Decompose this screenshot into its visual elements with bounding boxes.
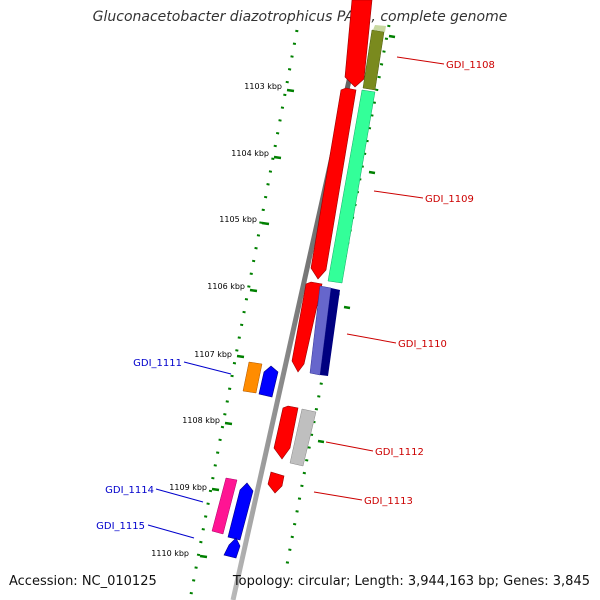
ruler-line-outer bbox=[284, 24, 391, 571]
tick-mark bbox=[224, 421, 233, 426]
tick-mark bbox=[368, 170, 376, 175]
leader-line-gdi-1112 bbox=[325, 441, 374, 452]
gene-label-gdi-1109[interactable]: GDI_1109 bbox=[425, 194, 474, 205]
topology-text: Topology: circular; Length: 3,944,163 bp… bbox=[232, 574, 590, 589]
reverse-genes bbox=[211, 361, 279, 559]
gene-label-gdi-1108[interactable]: GDI_1108 bbox=[446, 60, 495, 71]
tick-mark bbox=[273, 155, 282, 160]
map-title: Gluconacetobacter diazotrophicus PAl 5, … bbox=[92, 9, 508, 25]
tick-label: 1108 kbp bbox=[182, 416, 220, 425]
gene-arrow-gdi-1115[interactable] bbox=[223, 537, 241, 559]
leader-line-gdi-1109 bbox=[373, 190, 424, 199]
gene-label-gdi-1115[interactable]: GDI_1115 bbox=[96, 521, 145, 532]
tick-mark bbox=[388, 34, 396, 39]
leader-line-gdi-1111 bbox=[183, 361, 232, 375]
tick-mark bbox=[317, 439, 325, 444]
gene-label-gdi-1110[interactable]: GDI_1110 bbox=[398, 339, 447, 350]
leader-line-gdi-1110 bbox=[346, 333, 397, 344]
gene-block-navy bbox=[320, 288, 340, 376]
accession-text: Accession: NC_010125 bbox=[9, 574, 157, 589]
tick-label: 1105 kbp bbox=[219, 215, 257, 224]
forward-genes bbox=[267, 0, 373, 494]
leader-line-gdi-1114 bbox=[155, 488, 204, 503]
tick-mark bbox=[236, 354, 245, 359]
tick-mark bbox=[199, 554, 208, 559]
leader-line-gdi-1108 bbox=[396, 56, 445, 65]
tick-label: 1104 kbp bbox=[231, 149, 269, 158]
tick-label: 1110 kbp bbox=[151, 549, 189, 558]
tick-mark bbox=[286, 88, 295, 93]
gene-label-gdi-1113[interactable]: GDI_1113 bbox=[364, 496, 413, 507]
gene-block-olive bbox=[362, 29, 385, 91]
tick-mark bbox=[343, 305, 351, 310]
gene-arrow-gdi-1109[interactable] bbox=[310, 87, 357, 280]
gene-arrow-gdi-1108[interactable] bbox=[344, 0, 373, 88]
gene-label-gdi-1112[interactable]: GDI_1112 bbox=[375, 447, 424, 458]
tick-label: 1107 kbp bbox=[194, 350, 232, 359]
gene-arrow-gdi-1111[interactable] bbox=[258, 365, 279, 398]
gene-label-gdi-1114[interactable]: GDI_1114 bbox=[105, 485, 154, 496]
tick-mark bbox=[249, 288, 258, 293]
gene-block-magenta bbox=[211, 477, 238, 535]
tick-mark bbox=[211, 487, 220, 492]
gene-label-gdi-1111[interactable]: GDI_1111 bbox=[133, 358, 182, 369]
gene-block-aquamarine bbox=[327, 89, 376, 284]
gene-block-orange bbox=[242, 361, 263, 394]
gene-arrow-gdi-1112[interactable] bbox=[273, 405, 299, 460]
gene-arrow-gdi-1113[interactable] bbox=[267, 471, 285, 494]
tick-mark bbox=[261, 221, 270, 226]
forward-genes-category bbox=[289, 25, 386, 467]
label-leaders bbox=[147, 56, 445, 539]
leader-line-gdi-1113 bbox=[313, 491, 363, 501]
ruler-ticks bbox=[199, 34, 396, 559]
tick-label: 1106 kbp bbox=[207, 282, 245, 291]
tick-label: 1109 kbp bbox=[169, 483, 207, 492]
gene-block-olive-top bbox=[373, 25, 386, 32]
gene-arrow-gdi-1114[interactable] bbox=[227, 482, 254, 541]
gene-arrow-gdi-1110[interactable] bbox=[291, 281, 323, 373]
gene-block-gray bbox=[289, 408, 317, 467]
leader-line-gdi-1115 bbox=[147, 524, 195, 539]
tick-label: 1103 kbp bbox=[244, 82, 282, 91]
